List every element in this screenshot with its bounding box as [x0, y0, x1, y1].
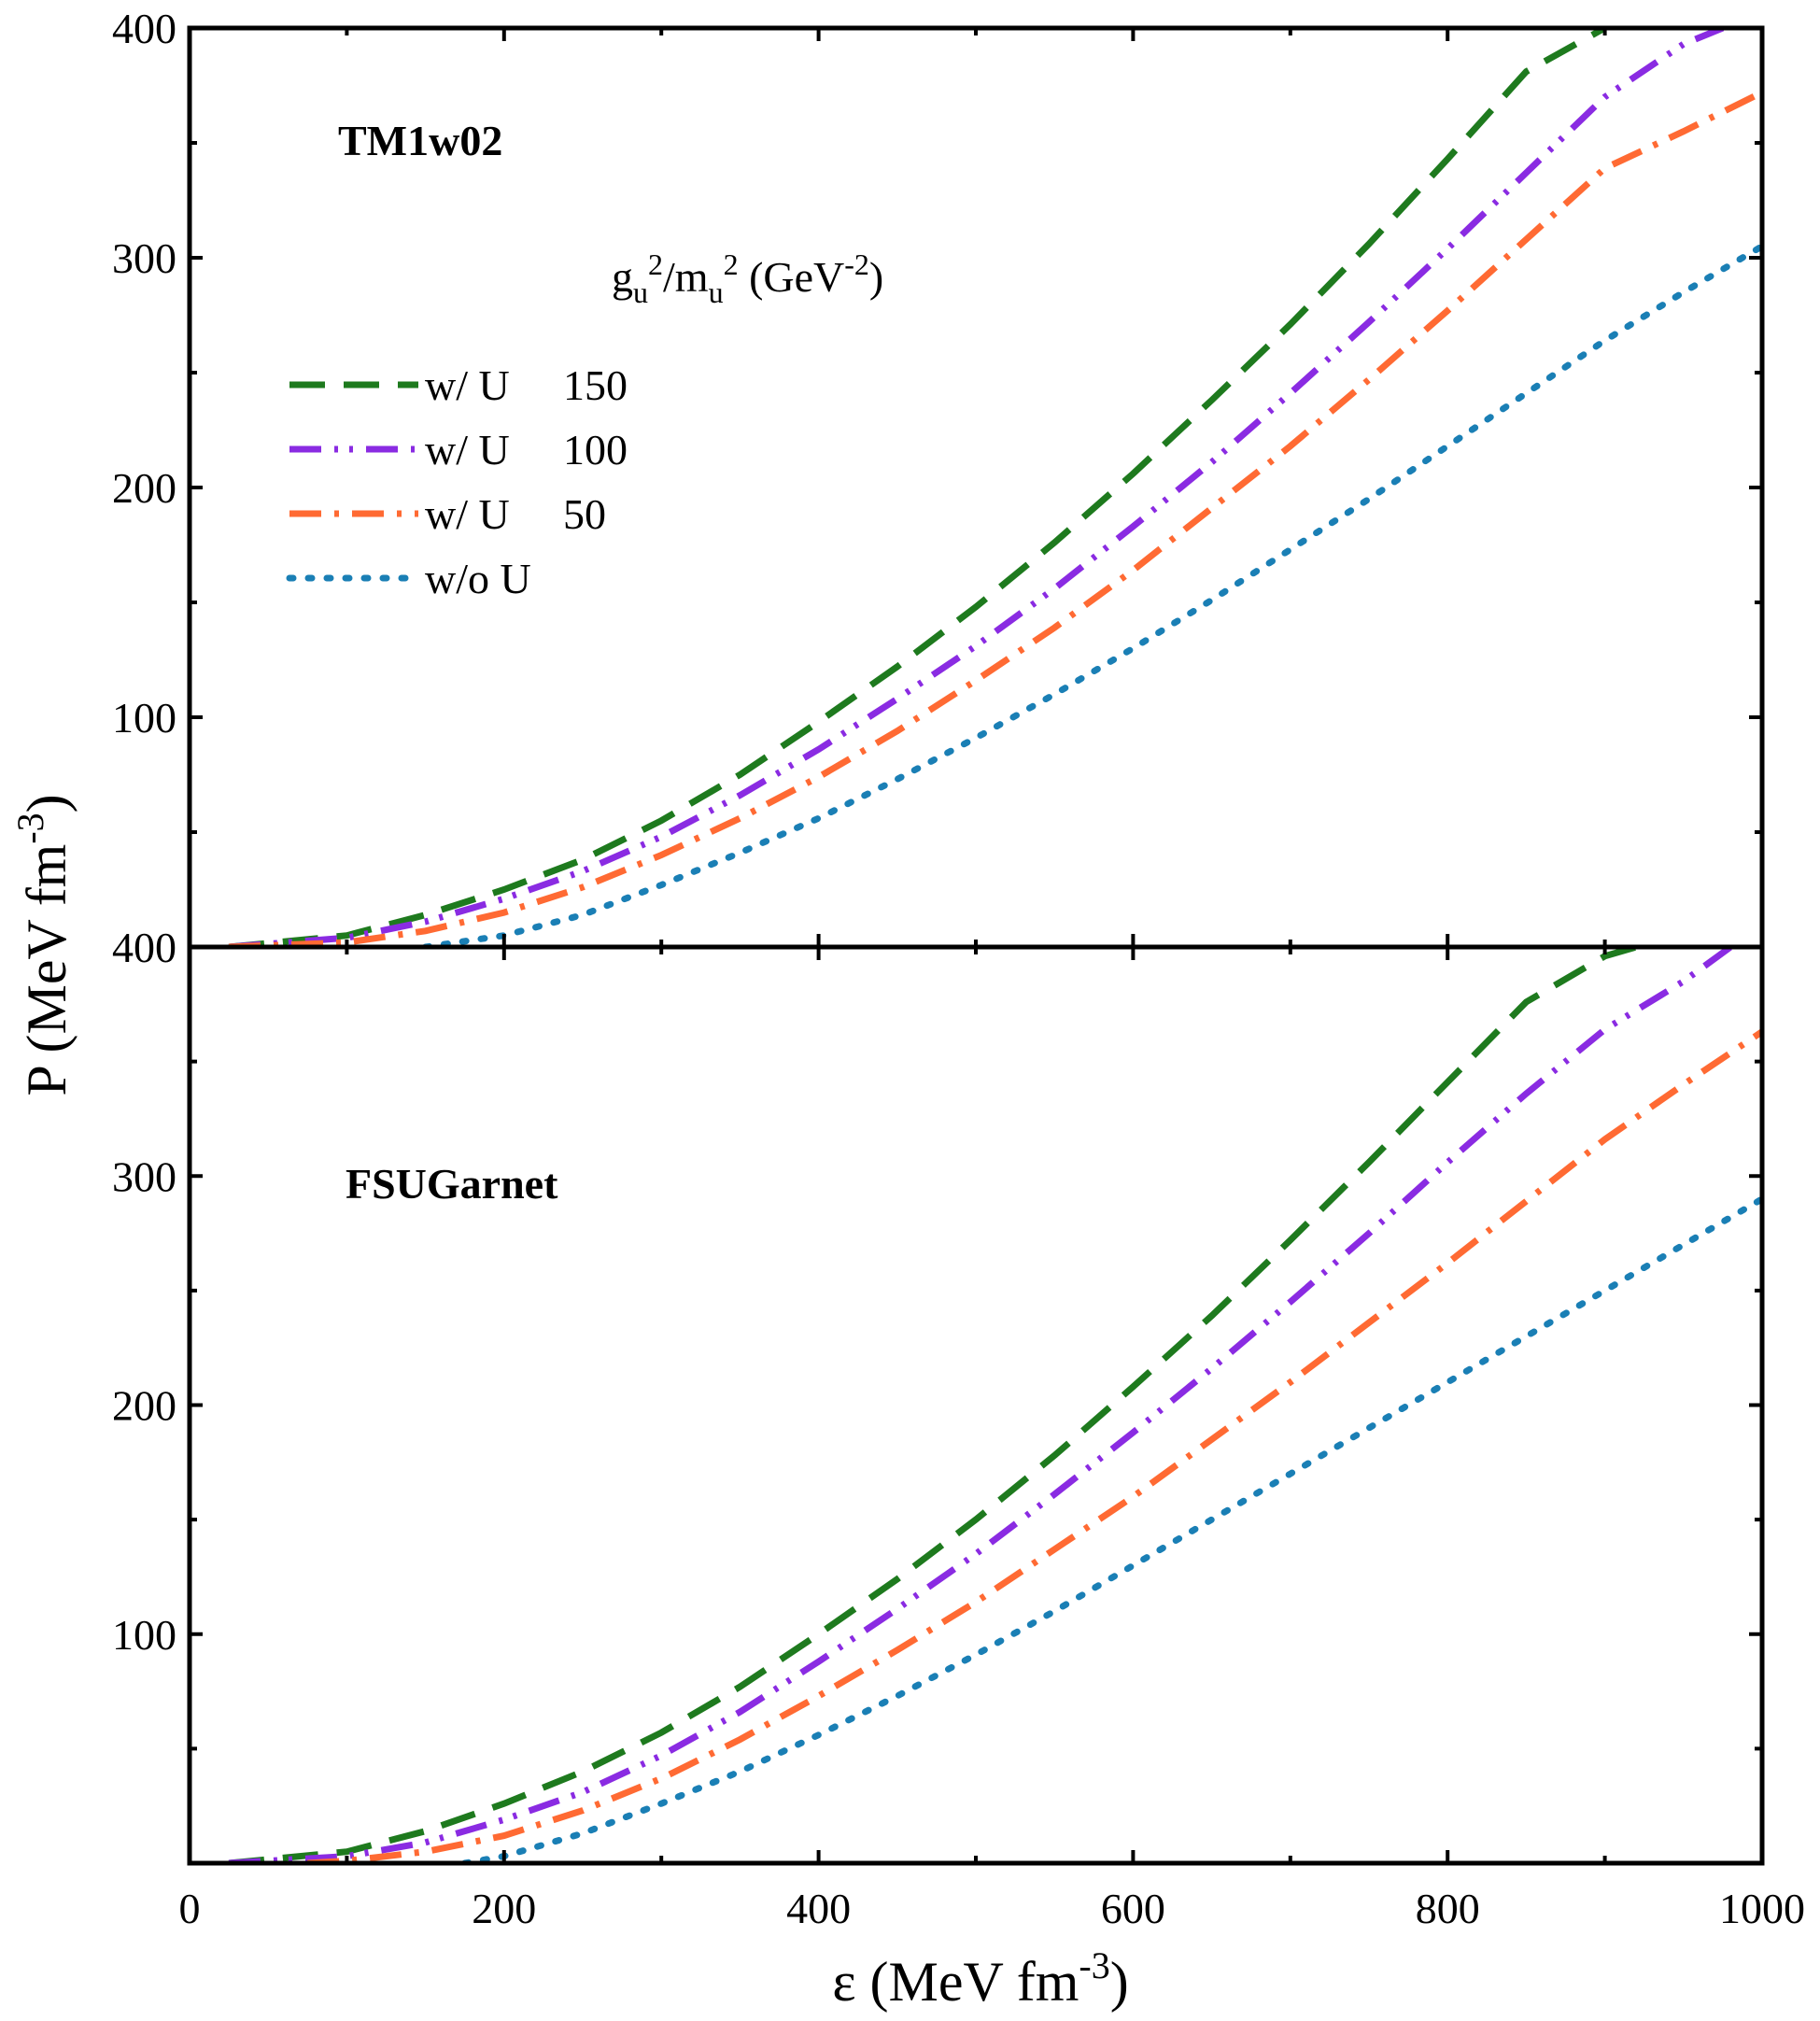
- axis-ticks: [188, 26, 1764, 1865]
- legend-entry: w/ U 50: [289, 490, 606, 538]
- series-line-top-1: [228, 28, 1725, 947]
- y-tick-label: 400: [112, 5, 176, 52]
- legend-entry: w/ U 100: [289, 426, 628, 473]
- legend-label: w/ U: [425, 490, 510, 538]
- legend-entry: w/o U: [286, 555, 531, 602]
- panel-label-bottom: FSUGarnet: [346, 1160, 558, 1208]
- legend-title: gu2/mu2 (GeV-2): [612, 247, 883, 309]
- y-tick-label: 300: [112, 234, 176, 282]
- x-tick-label: 800: [1416, 1885, 1480, 1932]
- x-tick-label: 0: [179, 1885, 201, 1932]
- x-tick-label: 400: [786, 1885, 851, 1932]
- legend: gu2/mu2 (GeV-2) w/ U 150 w/ U 100 w/ U 50 w/o …: [286, 247, 883, 602]
- legend-value: 50: [563, 490, 606, 538]
- panel-label-top: TM1w02: [338, 117, 502, 164]
- plot-panel-bottom: [228, 947, 1762, 1863]
- legend-entries: w/ U 150 w/ U 100 w/ U 50 w/o U: [286, 361, 628, 602]
- x-tick-label: 1000: [1719, 1885, 1805, 1932]
- x-tick-label: 600: [1101, 1885, 1165, 1932]
- legend-value: 150: [563, 361, 628, 409]
- y-tick-label: 200: [112, 1382, 176, 1430]
- legend-value: 100: [563, 426, 628, 473]
- series-line-bottom-2: [307, 1028, 1762, 1863]
- legend-label: w/ U: [425, 361, 510, 409]
- x-axis-title: ε (MeV fm-3): [832, 1944, 1128, 2013]
- plot-frame-top: [187, 25, 1765, 950]
- y-tick-label: 300: [112, 1152, 176, 1200]
- series-line-bottom-1: [228, 947, 1733, 1863]
- series-line-top-0: [228, 28, 1607, 947]
- x-tick-label: 200: [472, 1885, 536, 1932]
- plot-panel-top: [228, 28, 1762, 947]
- legend-label: w/o U: [425, 555, 531, 602]
- plot-frame-bottom: [187, 944, 1765, 1866]
- y-axis-title: P (MeV fm-3): [9, 794, 78, 1095]
- y-tick-label: 400: [112, 924, 176, 971]
- series-line-bottom-0: [228, 947, 1638, 1863]
- y-tick-label: 200: [112, 464, 176, 512]
- y-tick-label: 100: [112, 694, 176, 742]
- axis-tick-labels: 100 200 300 400 100 200 300 400 0 200 400 600 800 100…: [112, 5, 1805, 1932]
- series-line-top-3: [422, 243, 1762, 947]
- legend-label: w/ U: [425, 426, 510, 473]
- legend-entry: w/ U 150: [289, 361, 628, 409]
- series-line-bottom-3: [461, 1195, 1762, 1863]
- y-tick-label: 100: [112, 1611, 176, 1659]
